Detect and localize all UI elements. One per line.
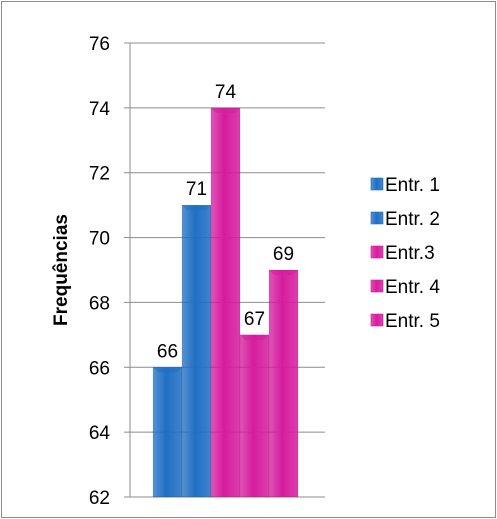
bar-3 [210,107,241,498]
y-tick-label: 70 [89,229,110,250]
bar-4 [239,334,270,498]
data-label-2: 71 [186,179,207,200]
legend-swatch-5 [370,313,384,327]
legend-label-2: Entr. 2 [385,209,440,230]
bar-cap-5 [269,270,298,275]
y-tick-label: 68 [89,293,110,314]
bar-5 [268,269,299,498]
data-label-5: 69 [273,244,294,265]
legend-label-4: Entr. 4 [385,277,440,298]
bar-2 [181,204,212,498]
data-labels: 66 71 74 67 69 [157,82,294,362]
bar-cap-2 [182,205,211,211]
legend-swatch-3 [370,245,384,259]
y-tick-label: 64 [89,423,111,444]
data-label-3: 74 [215,82,237,103]
legend-label-5: Entr. 5 [385,311,440,332]
bar-cap-3 [211,107,240,113]
bar-cap-1 [153,367,182,373]
legend-swatch-1 [370,177,384,191]
bar-cap-4 [240,334,269,340]
y-axis: 62 64 66 68 70 72 74 76 [89,34,131,509]
data-label-4: 67 [244,309,265,330]
y-tick-label: 72 [89,164,110,185]
y-axis-title: Frequências [51,214,72,326]
y-tick-label: 76 [89,34,110,55]
legend-swatch-2 [370,211,384,225]
y-tick-label: 66 [89,358,110,379]
legend-label-1: Entr. 1 [385,175,440,196]
bars [152,107,299,498]
bar-1 [152,366,183,498]
data-label-1: 66 [157,341,178,362]
legend-label-3: Entr.3 [385,243,435,264]
y-tick-label: 74 [89,99,111,120]
y-tick-label: 62 [89,488,110,509]
legend-swatch-4 [370,279,384,293]
legend: Entr. 1 Entr. 2 Entr.3 Entr. 4 Entr. 5 [370,175,440,332]
